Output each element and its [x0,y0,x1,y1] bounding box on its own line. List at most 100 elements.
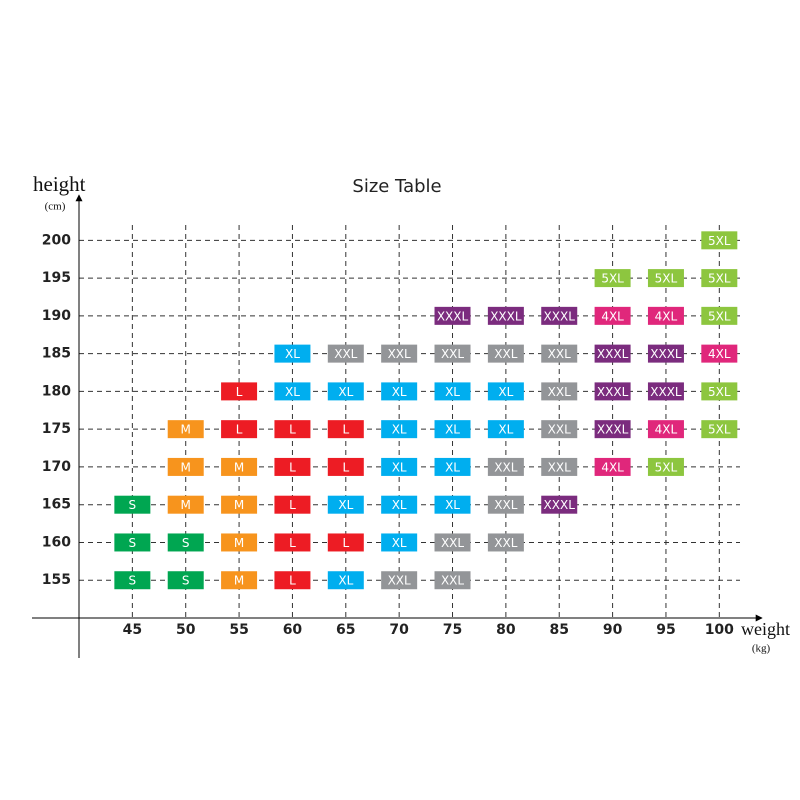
size-cell [221,495,258,514]
size-cell [114,571,151,590]
size-label: XXL [441,574,464,588]
chart-title: Size Table [352,176,441,197]
size-cell [701,344,738,363]
size-cell [541,420,578,439]
size-cell [541,344,578,363]
size-cell [647,420,684,439]
size-cell [274,457,311,476]
size-label: L [236,423,243,437]
size-cell [274,533,311,552]
size-label: XXXL [490,309,522,323]
size-label: XL [338,498,353,512]
size-cell [541,495,578,514]
size-cell [327,344,364,363]
size-label: L [342,460,349,474]
size-label: M [234,536,244,550]
size-cell [434,420,471,439]
size-label: XXL [334,347,357,361]
size-cell [381,382,418,401]
size-cell [274,495,311,514]
size-cell [381,533,418,552]
size-cell [327,533,364,552]
cells: 5XL 5XL 5XL 5XL XXXL XXXL XXXL 4XL 4XL 5XL XL XXL XX… [114,231,738,590]
size-cell [381,420,418,439]
size-label: 5XL [655,272,678,286]
y-tick-label: 185 [42,346,71,362]
size-cell [701,231,738,250]
size-label: S [129,574,137,588]
size-cell [274,382,311,401]
size-label: S [129,498,137,512]
size-label: 5XL [708,309,731,323]
size-cell [541,382,578,401]
size-label: M [181,423,191,437]
size-cell [434,457,471,476]
size-label: S [182,574,190,588]
size-cell [327,457,364,476]
size-cell [381,495,418,514]
size-cell [647,382,684,401]
size-label: M [181,460,191,474]
size-label: XXXL [597,423,629,437]
x-tick-label: 95 [656,622,675,638]
size-label: XXL [548,347,571,361]
size-label: XL [392,460,407,474]
size-label: XL [392,498,407,512]
y-tick-label: 160 [42,534,71,550]
size-label: 4XL [655,423,678,437]
size-cell [487,533,524,552]
size-label: XL [338,574,353,588]
x-tick-label: 70 [389,622,409,638]
size-label: XXXL [597,385,629,399]
size-label: XL [445,385,460,399]
size-cell [594,306,631,325]
y-tick-label: 180 [42,383,71,399]
size-label: XL [338,385,353,399]
size-cell [167,420,204,439]
size-cell [221,457,258,476]
size-cell [434,306,471,325]
size-label: L [236,385,243,399]
size-label: XL [445,423,460,437]
size-label: M [234,574,244,588]
size-cell [701,306,738,325]
size-label: L [289,536,296,550]
size-label: M [234,498,244,512]
size-cell [381,457,418,476]
y-tick-label: 195 [42,270,71,286]
size-label: XXL [388,347,411,361]
size-cell [487,382,524,401]
size-cell [487,306,524,325]
size-cell [221,420,258,439]
size-label: 5XL [708,234,731,248]
size-label: XXL [494,498,517,512]
size-label: 5XL [655,460,678,474]
size-label: L [289,423,296,437]
size-cell [327,382,364,401]
size-cell [167,571,204,590]
size-cell [221,571,258,590]
size-cell [327,420,364,439]
size-cell [594,382,631,401]
size-cell [594,420,631,439]
size-cell [647,269,684,288]
size-cell [221,382,258,401]
size-cell [381,571,418,590]
size-label: M [181,498,191,512]
size-cell [167,457,204,476]
size-cell [594,269,631,288]
size-label: XL [285,347,300,361]
y-axis-label: height [33,172,86,196]
size-cell [701,269,738,288]
size-cell [541,306,578,325]
size-label: 5XL [708,385,731,399]
size-label: XXL [441,536,464,550]
size-label: XXXL [597,347,629,361]
size-cell [487,344,524,363]
size-cell [434,571,471,590]
size-cell [327,571,364,590]
size-label: 4XL [708,347,731,361]
size-cell [647,457,684,476]
size-label: XL [498,423,513,437]
size-label: XXL [548,460,571,474]
